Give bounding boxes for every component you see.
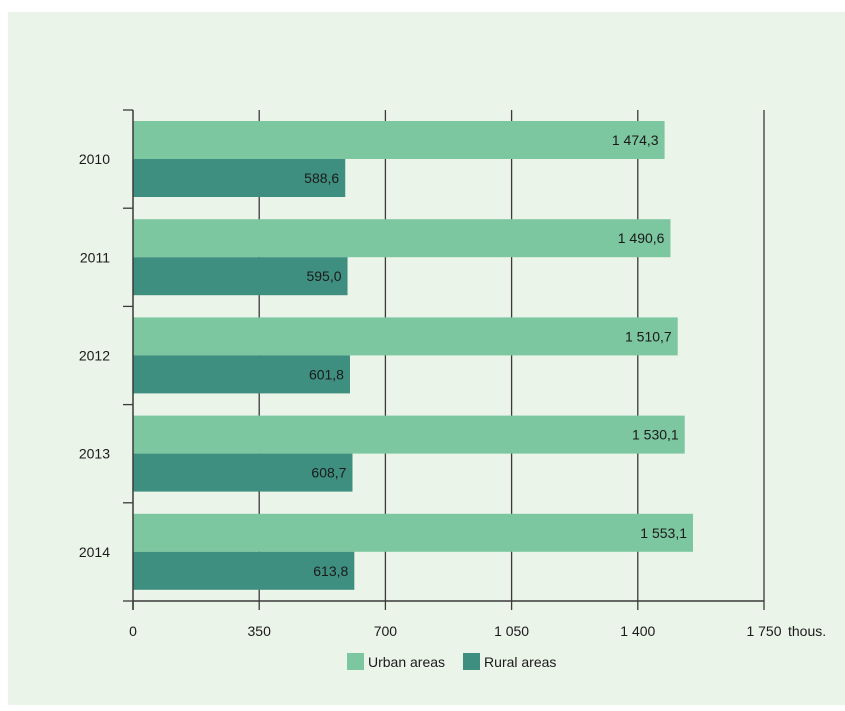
bar-rural-2013 [133,453,353,492]
data-label-rural-2010: 588,6 [304,170,339,186]
bar-rural-2012 [133,355,350,394]
bar-rural-2011 [133,257,348,296]
data-label-urban-2013: 1 530,1 [632,427,679,443]
data-label-urban-2014: 1 553,1 [640,525,687,541]
legend: Urban areas Rural areas [347,653,574,670]
bar-urban-2010 [133,121,665,159]
data-label-rural-2012: 601,8 [309,366,344,382]
data-label-rural-2014: 613,8 [313,563,348,579]
y-tick-label-2010: 2010 [79,151,110,167]
bar-urban-2014 [133,513,694,552]
bar-urban-2013 [133,415,685,454]
x-tick-label-4: 1 400 [620,623,655,639]
y-tick-label-2014: 2014 [79,544,110,560]
bar-urban-2011 [133,219,671,258]
data-label-urban-2012: 1 510,7 [625,328,672,344]
x-tick-label-2: 700 [374,623,398,639]
legend-item-rural: Rural areas [463,653,556,670]
y-tick-label-2012: 2012 [79,348,110,364]
legend-swatch-rural [463,653,481,670]
bar-rural-2014 [133,551,355,590]
y-tick-label-2011: 2011 [80,249,110,265]
legend-swatch-urban [347,653,364,670]
x-tick-label-3: 1 050 [494,623,529,639]
x-tick-label-5: 1 750 [746,623,781,639]
legend-label-rural: Rural areas [484,653,557,670]
x-axis-unit-label: thous. [788,623,826,639]
y-tick-label-2013: 2013 [79,446,110,462]
data-label-rural-2011: 595,0 [306,268,341,284]
x-tick-label-0: 0 [129,623,137,639]
data-label-urban-2010: 1 474,3 [612,132,659,148]
data-label-urban-2011: 1 490,6 [618,230,665,246]
legend-item-urban: Urban areas [347,653,445,670]
bar-urban-2012 [133,317,678,356]
bar-rural-2010 [133,159,346,197]
data-label-rural-2013: 608,7 [311,465,346,481]
x-tick-label-1: 350 [248,623,272,639]
legend-label-urban: Urban areas [368,653,446,670]
